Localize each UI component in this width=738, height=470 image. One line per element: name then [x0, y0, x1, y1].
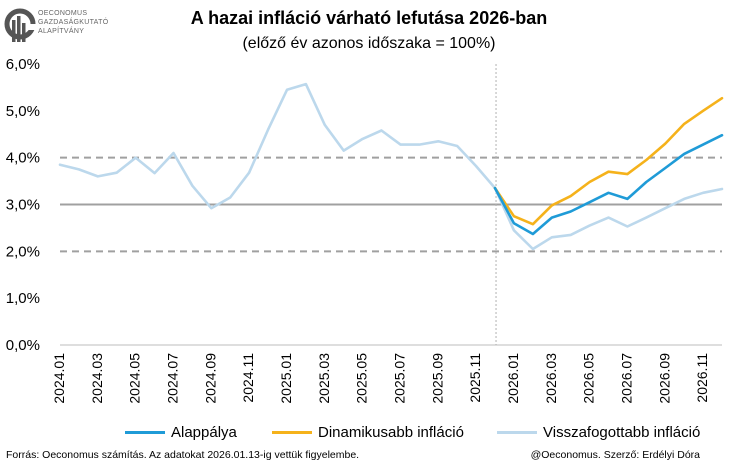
logo: OECONOMUS GAZDASÁGKUTATÓ ALAPÍTVÁNY: [4, 6, 134, 54]
legend-swatch-visszafogott: [497, 431, 537, 434]
x-tick-label: 2026.03: [543, 353, 559, 404]
chart-area: 0,0% 1,0% 2,0% 3,0% 4,0% 5,0% 6,0% 2024.01 2024.…: [6, 56, 724, 404]
x-tick-label: 2026.11: [694, 353, 710, 403]
legend: Alappálya Dinamikusabb infláció Visszafo…: [0, 424, 738, 444]
x-tick-label: 2024.01: [51, 353, 67, 404]
y-tick-label: 0,0%: [6, 337, 40, 354]
x-tick-label: 2024.09: [202, 353, 218, 404]
y-tick-label: 6,0%: [6, 56, 40, 73]
x-tick-label: 2024.05: [127, 353, 143, 404]
source-note: Forrás: Oeconomus számítás. Az adatokat …: [6, 449, 360, 461]
y-tick-label: 2,0%: [6, 243, 40, 260]
x-tick-label: 2025.01: [278, 353, 294, 404]
x-tick-label: 2025.05: [354, 353, 370, 404]
legend-item-visszafogott: Visszafogottabb infláció: [497, 424, 700, 441]
logo-line-2: GAZDASÁGKUTATÓ: [38, 19, 109, 26]
x-tick-label: 2026.01: [505, 353, 521, 404]
y-tick-label: 5,0%: [6, 103, 40, 120]
legend-label-alap: Alappálya: [171, 424, 237, 441]
x-tick-label: 2025.11: [467, 353, 483, 403]
y-tick-label: 3,0%: [6, 197, 40, 214]
y-tick-label: 1,0%: [6, 290, 40, 307]
legend-label-visszafogott: Visszafogottabb infláció: [543, 424, 701, 441]
x-tick-label: 2024.03: [89, 353, 105, 404]
series-line-dinamikus: [493, 96, 724, 226]
x-tick-label: 2025.03: [316, 353, 332, 404]
x-tick-label: 2025.09: [429, 353, 445, 404]
series-line-visszafogott: [58, 82, 724, 251]
legend-label-dinamikus: Dinamikusabb infláció: [318, 424, 464, 441]
x-tick-label: 2025.07: [391, 353, 407, 404]
chart-title: A hazai infláció várható lefutása 2026-b…: [190, 8, 548, 28]
x-tick-label: 2024.07: [164, 353, 180, 404]
x-tick-label: 2024.11: [240, 353, 256, 403]
logo-emblem-icon: [4, 8, 36, 42]
logo-line-1: OECONOMUS: [38, 10, 88, 17]
legend-swatch-dinamikus: [272, 431, 312, 434]
legend-swatch-alap: [125, 431, 165, 434]
chart-subtitle: (előző év azonos időszaka = 100%): [242, 35, 496, 52]
author-credit: @Oeconomus. Szerző: Erdélyi Dóra: [530, 449, 700, 461]
y-tick-label: 4,0%: [6, 150, 40, 167]
logo-line-3: ALAPÍTVÁNY: [38, 28, 85, 35]
series-line-alap: [493, 133, 724, 236]
legend-item-dinamikus: Dinamikusabb infláció: [272, 424, 464, 441]
x-tick-label: 2026.09: [656, 353, 672, 404]
legend-item-alap: Alappálya: [125, 424, 237, 441]
x-tick-label: 2026.05: [581, 353, 597, 404]
x-tick-label: 2026.07: [618, 353, 634, 404]
